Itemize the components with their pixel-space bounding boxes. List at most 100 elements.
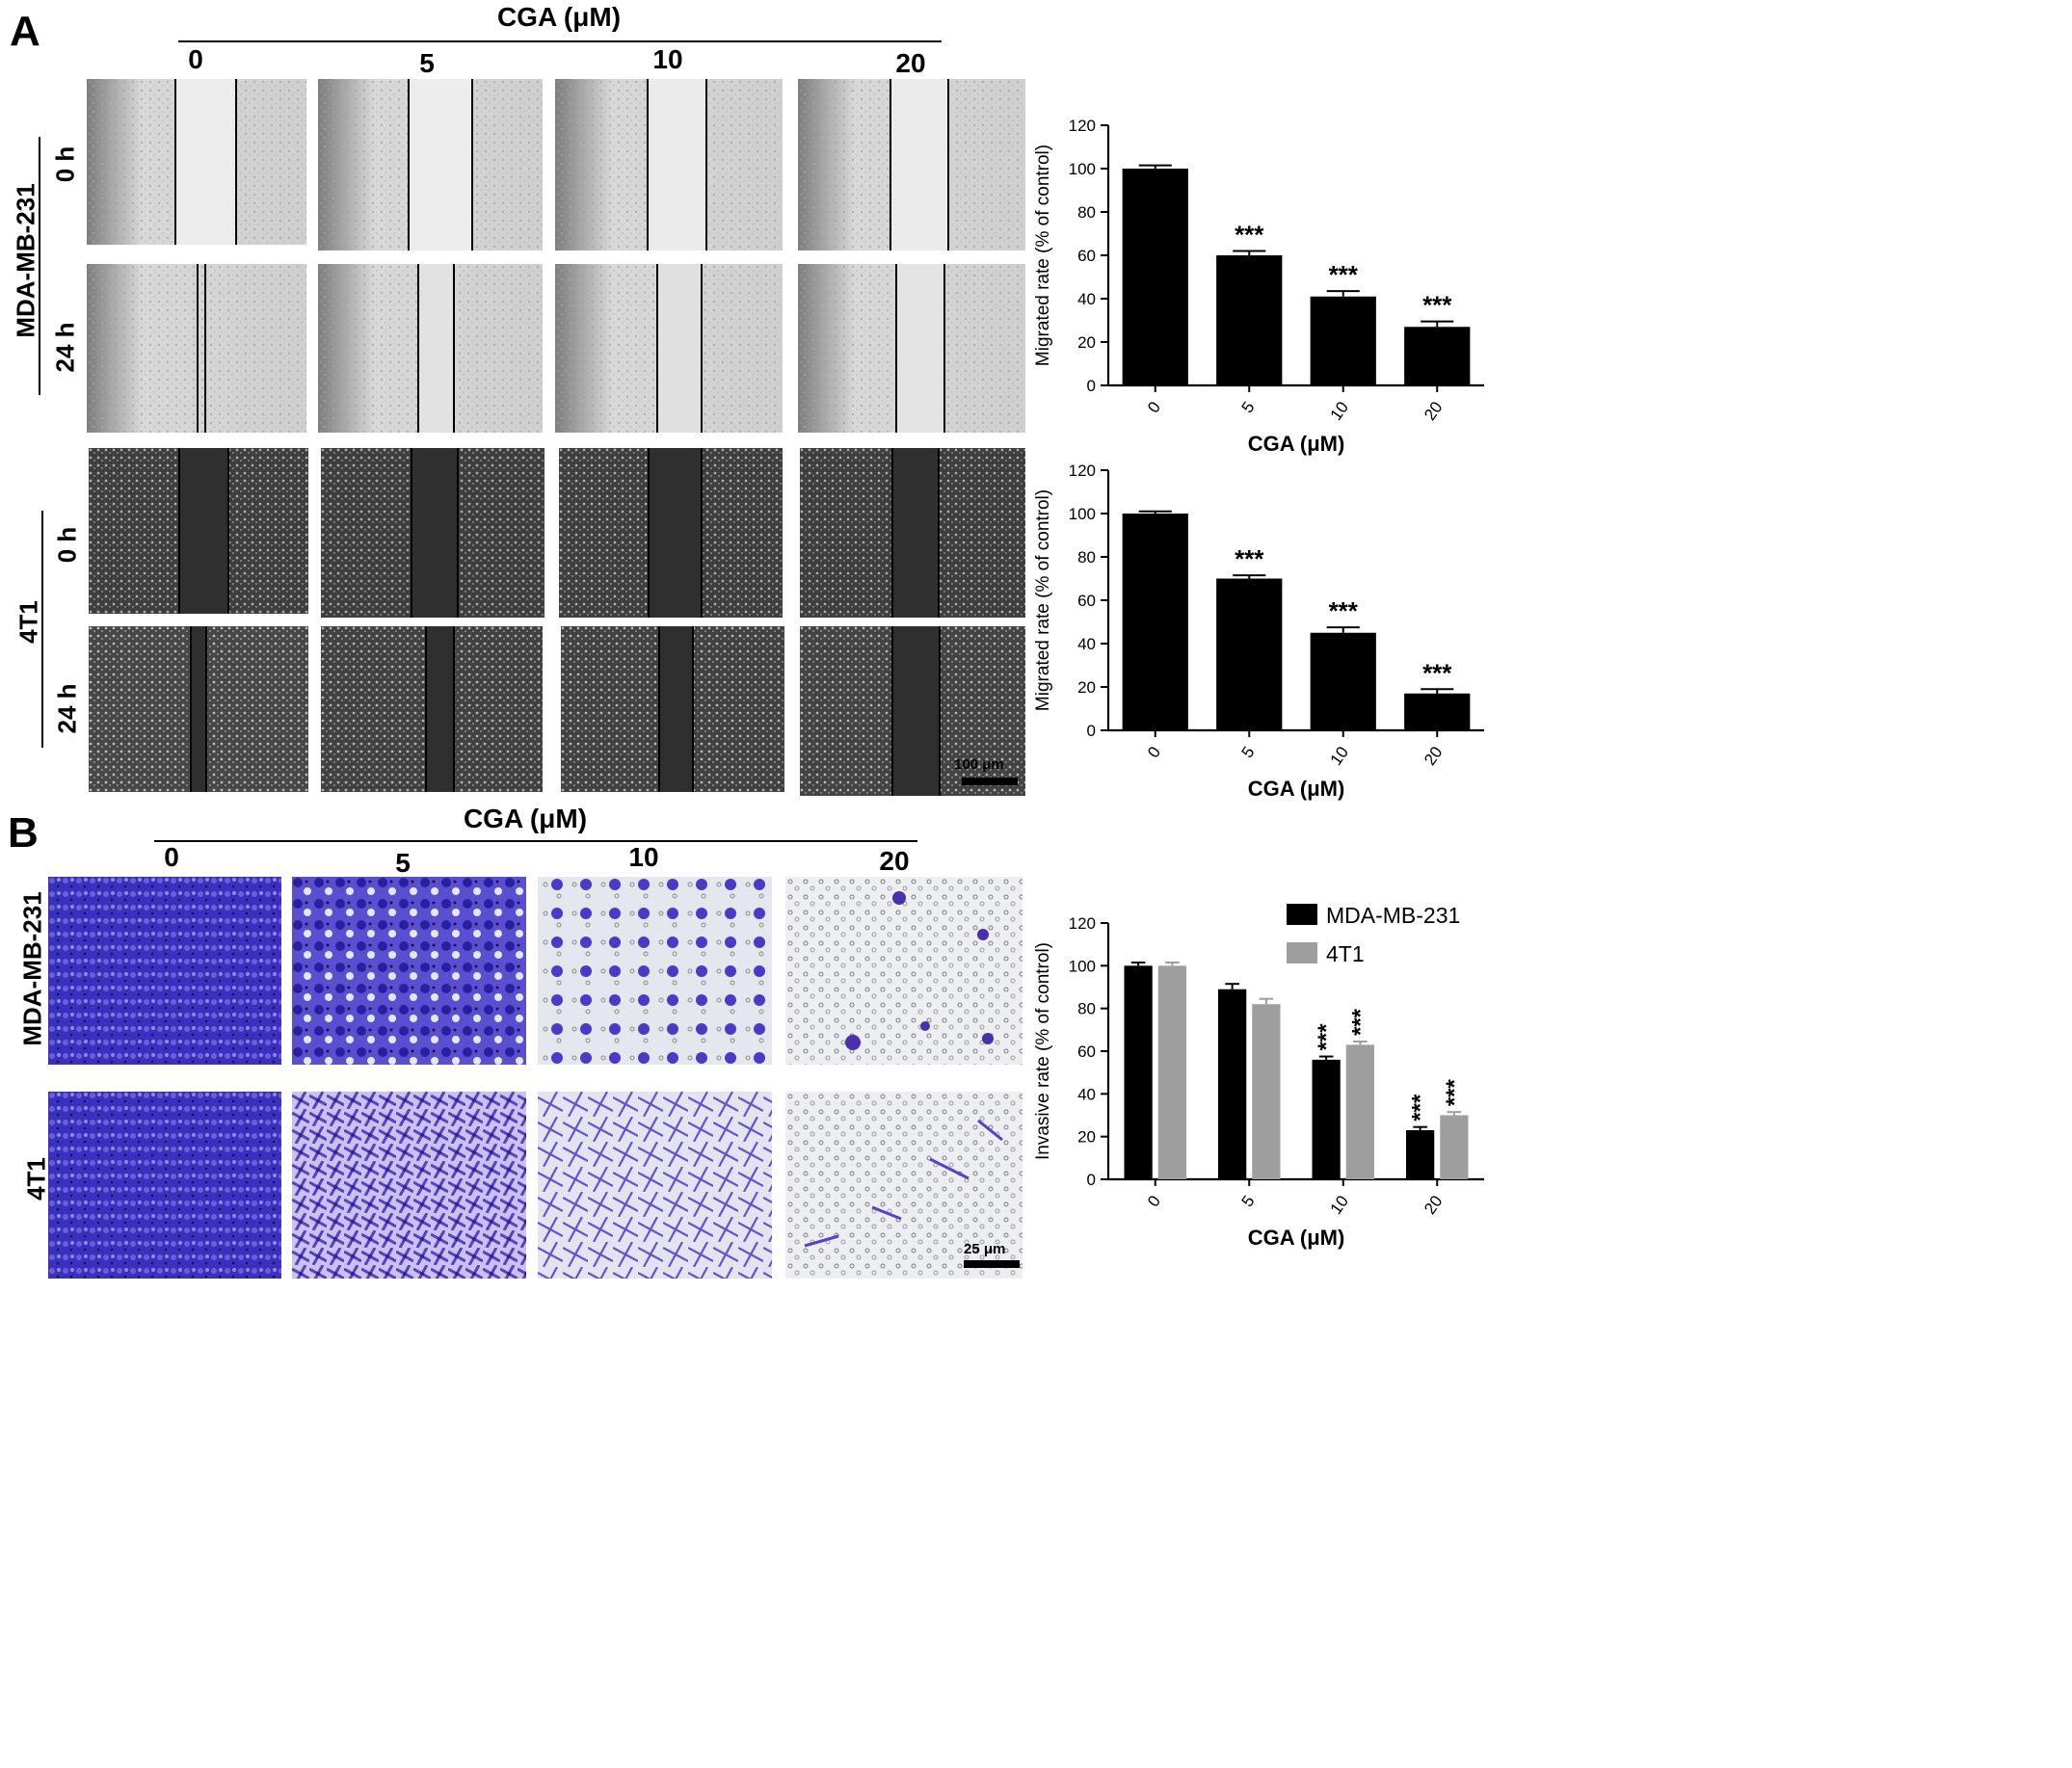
y-axis-label: Migrated rate (% of control) [1033,489,1053,711]
wound-image-mda-24h-c0 [87,264,306,433]
bar [1310,296,1376,385]
wound-image-4t1-24h-c0 [89,626,308,792]
x-tick-label: 5 [1238,743,1259,761]
y-tick-label: 100 [1069,160,1096,178]
y-tick-label: 20 [1077,678,1096,697]
mda-row-24h: 24 h [50,322,80,373]
legend-swatch [1287,942,1317,963]
scale-label-a: 100 μm [954,756,1004,773]
transwell-image-mda-c20 [785,877,1023,1065]
wound-image-4t1-0h-c0 [89,448,308,614]
scale-label-b: 25 μm [964,1241,1006,1257]
chart-migration-mda-svg: 0 20 40 60 80 100 120 Migrated rate (% of contr… [1033,117,1484,456]
y-tick-label: 60 [1077,247,1096,265]
bar [1404,693,1471,730]
bar [1406,1130,1435,1179]
y-tick-label: 100 [1069,505,1096,523]
wound-image-mda-0h-c20 [798,79,1025,251]
y-tick-label: 40 [1077,290,1096,308]
wound-image-4t1-24h-c10 [561,626,784,792]
panel-b-row-mda: MDA-MB-231 [17,891,47,1046]
significance-mark: *** [1408,1094,1434,1121]
y-tick-label: 60 [1077,1042,1096,1061]
y-axis-label: Invasive rate (% of control) [1033,942,1053,1160]
bar [1124,965,1153,1179]
y-tick-label: 80 [1077,1000,1096,1018]
y-tick-label: 0 [1087,722,1096,740]
panel-a-col-20: 20 [895,48,926,78]
panel-a-col-0: 0 [188,44,203,74]
transwell-image-mda-c10 [538,877,772,1065]
significance-mark: *** [1329,260,1359,289]
y-axis-label: Migrated rate (% of control) [1033,145,1053,366]
significance-mark: *** [1314,1023,1340,1051]
x-tick-label: 20 [1421,398,1446,423]
bar [1440,1115,1469,1179]
y-tick-label: 120 [1069,462,1096,480]
panel-b-letter: B [8,809,39,857]
bar [1216,578,1283,730]
4t1-group-label: 4T1 [13,600,43,644]
significance-mark: *** [1442,1078,1468,1106]
y-tick-label: 120 [1069,117,1096,135]
legend-swatch [1287,904,1317,925]
x-tick-label: 20 [1421,743,1446,768]
wound-image-mda-0h-c0 [87,79,306,245]
4t1-group-bracket [41,511,43,748]
wound-image-mda-0h-c5 [318,79,543,251]
significance-mark: *** [1235,221,1264,250]
wound-image-mda-24h-c5 [318,264,543,433]
significance-mark: *** [1422,291,1452,320]
bar [1252,1004,1281,1179]
panel-b-col-5: 5 [395,848,411,878]
x-tick-label: 0 [1144,743,1164,761]
bar [1310,632,1376,730]
scale-bar-a [962,778,1018,785]
x-tick-label: 0 [1144,1192,1164,1210]
x-tick-label: 20 [1421,1192,1446,1217]
panel-a-header: CGA (μM) [496,2,622,32]
panel-b-header-line [154,840,917,842]
wound-image-4t1-0h-c10 [559,448,783,618]
wound-image-mda-0h-c10 [555,79,783,251]
4t1-row-24h: 24 h [52,683,82,734]
y-tick-label: 80 [1077,203,1096,222]
transwell-image-mda-c0 [48,877,281,1065]
panel-a-col-10: 10 [652,44,683,74]
bar [1312,1059,1341,1179]
y-tick-label: 60 [1077,592,1096,610]
bar [1122,169,1188,385]
chart-migration-4t1: 0 20 40 60 80 100 120 Migrated rate (% of contr… [1031,461,1503,807]
legend-label: 4T1 [1326,941,1365,966]
legend-label: MDA-MB-231 [1326,903,1460,928]
panel-b-header: CGA (μM) [463,804,588,833]
4t1-row-0h: 0 h [52,526,82,564]
wound-image-4t1-24h-c5 [321,626,543,792]
chart-invasion: 0 20 40 60 80 100 120 Invasive rate (% of contr… [1031,896,1503,1262]
significance-mark: *** [1422,658,1452,687]
x-tick-label: 5 [1238,1192,1259,1210]
transwell-image-4t1-c20 [785,1092,1023,1279]
mda-group-label: MDA-MB-231 [11,183,40,338]
x-tick-label: 0 [1144,398,1164,416]
wound-image-mda-24h-c20 [798,264,1025,433]
panel-b-row-4t1: 4T1 [21,1157,51,1201]
y-tick-label: 40 [1077,635,1096,653]
bar [1216,255,1283,385]
panel-a-header-line [178,40,942,42]
bar [1345,1044,1374,1179]
x-axis-label: CGA (μM) [1248,432,1345,456]
x-tick-label: 10 [1327,1192,1352,1217]
y-tick-label: 80 [1077,548,1096,567]
bar [1122,514,1188,730]
transwell-image-4t1-c5 [292,1092,526,1279]
x-tick-label: 10 [1327,743,1352,768]
wound-image-mda-24h-c10 [555,264,783,433]
y-tick-label: 0 [1087,1171,1096,1189]
y-tick-label: 100 [1069,957,1096,975]
significance-mark: *** [1347,1008,1373,1036]
panel-b-col-20: 20 [879,846,910,876]
chart-migration-mda: 0 20 40 60 80 100 120 Migrated rate (% of contr… [1031,106,1503,462]
panel-b-col-0: 0 [164,842,179,872]
